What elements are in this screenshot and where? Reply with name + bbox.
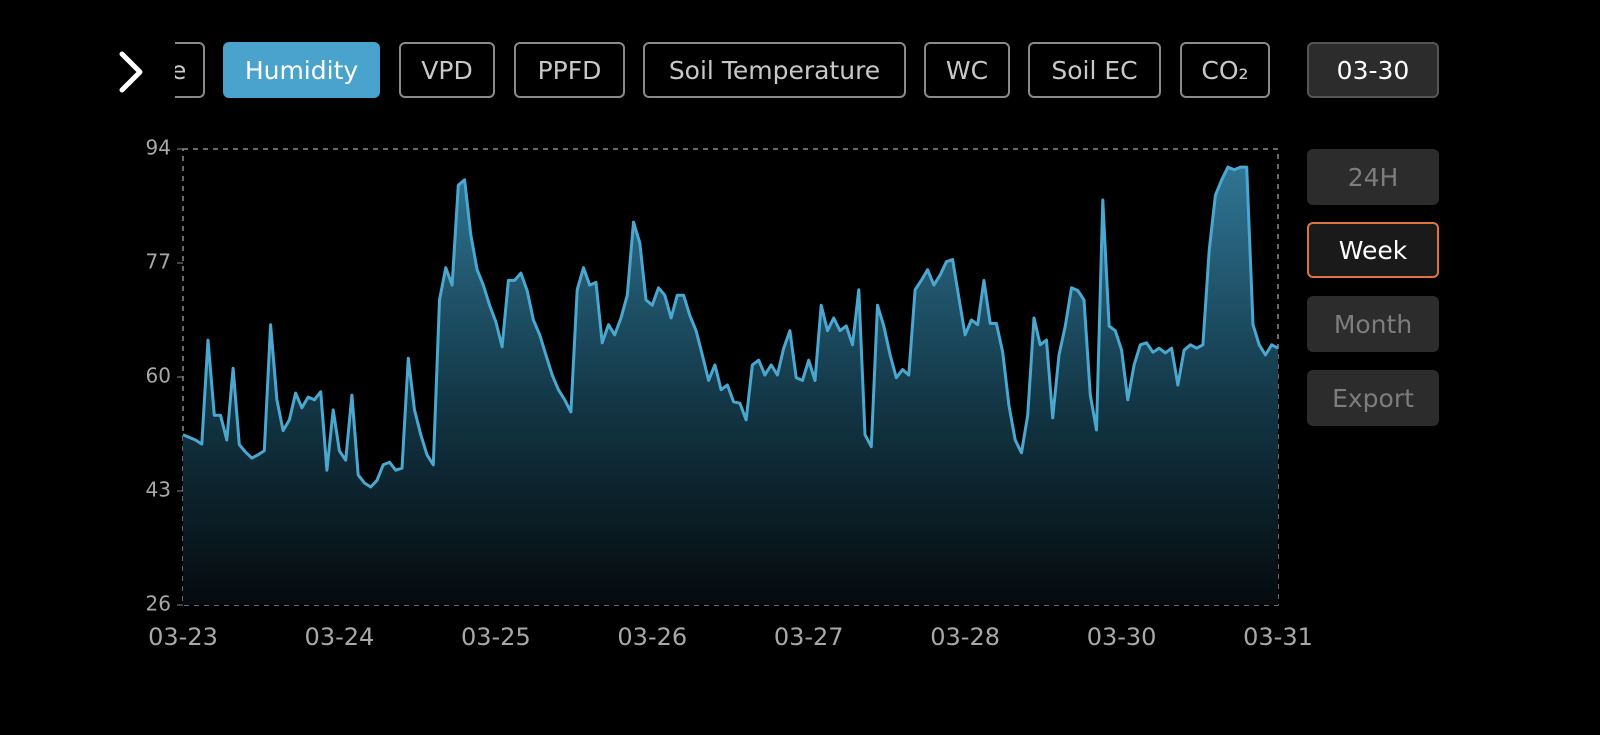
x-tick-label: 03-30 bbox=[1087, 623, 1157, 651]
area bbox=[183, 167, 1278, 605]
tab-label: e bbox=[175, 56, 186, 85]
back-button[interactable] bbox=[119, 51, 143, 93]
range-button[interactable]: 24H bbox=[1307, 149, 1439, 205]
tab[interactable]: Soil EC bbox=[1028, 42, 1161, 98]
x-tick-label: 03-26 bbox=[617, 623, 687, 651]
tab[interactable]: PPFD bbox=[514, 42, 625, 98]
range-button[interactable]: Week bbox=[1307, 222, 1439, 278]
y-tick-label: 77 bbox=[146, 250, 171, 274]
range-button[interactable]: Month bbox=[1307, 296, 1439, 352]
x-tick-label: 03-27 bbox=[774, 623, 844, 651]
x-tick-label: 03-31 bbox=[1243, 623, 1313, 651]
date-picker[interactable]: 03-30 bbox=[1307, 42, 1439, 98]
y-tick-label: 94 bbox=[146, 136, 171, 160]
tab[interactable]: Humidity bbox=[223, 42, 380, 98]
tab[interactable]: e bbox=[175, 42, 205, 98]
y-tick-label: 26 bbox=[146, 592, 171, 616]
tab[interactable]: VPD bbox=[399, 42, 495, 98]
y-tick-label: 60 bbox=[146, 364, 171, 388]
y-tick-label: 43 bbox=[146, 478, 171, 502]
x-tick-label: 03-25 bbox=[461, 623, 531, 651]
x-tick-label: 03-24 bbox=[305, 623, 375, 651]
tab[interactable]: Soil Temperature bbox=[643, 42, 906, 98]
x-tick-label: 03-28 bbox=[930, 623, 1000, 651]
x-tick-label: 03-23 bbox=[148, 623, 218, 651]
tab[interactable]: CO₂ bbox=[1180, 42, 1270, 98]
tab[interactable]: WC bbox=[924, 42, 1010, 98]
export-button[interactable]: Export bbox=[1307, 370, 1439, 426]
line bbox=[182, 165, 1279, 489]
